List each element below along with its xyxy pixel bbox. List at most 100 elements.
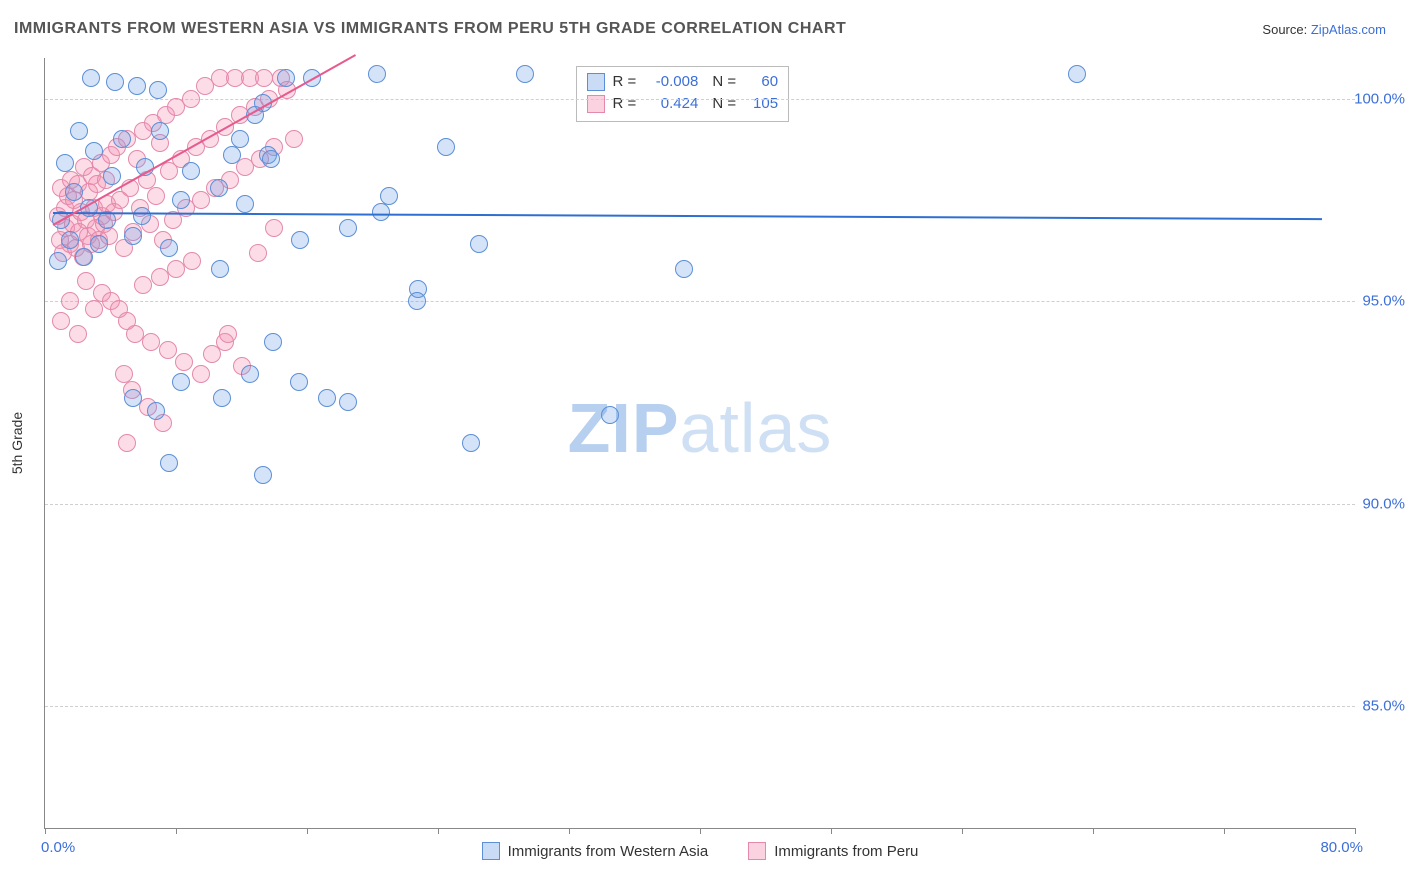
chart-title: IMMIGRANTS FROM WESTERN ASIA VS IMMIGRAN… <box>14 20 846 38</box>
data-point-pink <box>255 69 273 87</box>
legend-r-value: -0.008 <box>644 73 698 90</box>
data-point-blue <box>85 142 103 160</box>
data-point-pink <box>183 252 201 270</box>
data-point-pink <box>285 130 303 148</box>
bottom-legend: Immigrants from Western Asia Immigrants … <box>45 842 1355 860</box>
bottom-legend-item-pink: Immigrants from Peru <box>748 842 918 860</box>
x-tick <box>700 828 701 834</box>
bottom-legend-label: Immigrants from Peru <box>774 843 918 860</box>
data-point-blue <box>90 235 108 253</box>
trend-line-blue <box>53 212 1322 220</box>
data-point-pink <box>52 312 70 330</box>
data-point-blue <box>470 235 488 253</box>
x-tick <box>569 828 570 834</box>
data-point-blue <box>82 69 100 87</box>
data-point-pink <box>249 244 267 262</box>
gridline-h <box>45 99 1355 100</box>
data-point-blue <box>1068 65 1086 83</box>
data-point-blue <box>124 389 142 407</box>
data-point-blue <box>149 81 167 99</box>
data-point-pink <box>142 333 160 351</box>
data-point-blue <box>65 183 83 201</box>
data-point-blue <box>70 122 88 140</box>
x-tick <box>831 828 832 834</box>
data-point-blue <box>601 406 619 424</box>
gridline-h <box>45 301 1355 302</box>
legend-n-value: 60 <box>744 73 778 90</box>
x-tick <box>45 828 46 834</box>
data-point-blue <box>254 466 272 484</box>
data-point-blue <box>128 77 146 95</box>
legend-row-blue: R = -0.008 N = 60 <box>587 71 779 93</box>
y-tick-label: 95.0% <box>1362 293 1405 310</box>
legend-swatch-blue <box>482 842 500 860</box>
y-tick-label: 85.0% <box>1362 698 1405 715</box>
data-point-blue <box>223 146 241 164</box>
gridline-h <box>45 504 1355 505</box>
data-point-blue <box>213 389 231 407</box>
x-tick <box>1224 828 1225 834</box>
data-point-pink <box>151 268 169 286</box>
legend-swatch-blue <box>587 73 605 91</box>
data-point-pink <box>192 365 210 383</box>
data-point-blue <box>339 393 357 411</box>
data-point-blue <box>368 65 386 83</box>
correlation-chart-page: IMMIGRANTS FROM WESTERN ASIA VS IMMIGRAN… <box>0 0 1406 892</box>
bottom-legend-item-blue: Immigrants from Western Asia <box>482 842 709 860</box>
data-point-blue <box>210 179 228 197</box>
bottom-legend-label: Immigrants from Western Asia <box>508 843 709 860</box>
data-point-blue <box>103 167 121 185</box>
plot-area: ZIPatlas 5th Grade R = -0.008 N = 60 R =… <box>44 58 1355 829</box>
data-point-pink <box>192 191 210 209</box>
data-point-blue <box>264 333 282 351</box>
data-point-blue <box>172 373 190 391</box>
data-point-blue <box>160 239 178 257</box>
y-tick-label: 90.0% <box>1362 495 1405 512</box>
data-point-blue <box>262 150 280 168</box>
data-point-pink <box>134 276 152 294</box>
data-point-pink <box>118 434 136 452</box>
source-link[interactable]: ZipAtlas.com <box>1311 22 1386 37</box>
data-point-pink <box>61 292 79 310</box>
watermark-rest: atlas <box>680 389 833 467</box>
data-point-blue <box>147 402 165 420</box>
legend-r-label: R = <box>613 73 637 90</box>
data-point-pink <box>147 187 165 205</box>
data-point-blue <box>241 365 259 383</box>
data-point-pink <box>69 325 87 343</box>
data-point-pink <box>126 325 144 343</box>
watermark-bold: ZIP <box>568 389 680 467</box>
data-point-blue <box>291 231 309 249</box>
data-point-blue <box>437 138 455 156</box>
data-point-pink <box>77 272 95 290</box>
data-point-blue <box>277 69 295 87</box>
legend-swatch-pink <box>587 95 605 113</box>
data-point-blue <box>211 260 229 278</box>
legend-row-pink: R = 0.424 N = 105 <box>587 93 779 115</box>
data-point-blue <box>56 154 74 172</box>
x-tick <box>307 828 308 834</box>
data-point-blue <box>182 162 200 180</box>
y-axis-title: 5th Grade <box>9 412 25 474</box>
data-point-blue <box>675 260 693 278</box>
data-point-pink <box>175 353 193 371</box>
data-point-blue <box>462 434 480 452</box>
data-point-pink <box>167 260 185 278</box>
data-point-blue <box>106 73 124 91</box>
x-tick <box>438 828 439 834</box>
data-point-blue <box>231 130 249 148</box>
data-point-blue <box>290 373 308 391</box>
legend-n-label: N = <box>712 73 736 90</box>
data-point-blue <box>113 130 131 148</box>
data-point-blue <box>151 122 169 140</box>
data-point-blue <box>236 195 254 213</box>
data-point-blue <box>172 191 190 209</box>
data-point-blue <box>408 292 426 310</box>
y-tick-label: 100.0% <box>1354 90 1405 107</box>
x-tick <box>1355 828 1356 834</box>
data-point-pink <box>265 219 283 237</box>
data-point-blue <box>61 231 79 249</box>
data-point-blue <box>380 187 398 205</box>
data-point-pink <box>182 90 200 108</box>
data-point-blue <box>516 65 534 83</box>
